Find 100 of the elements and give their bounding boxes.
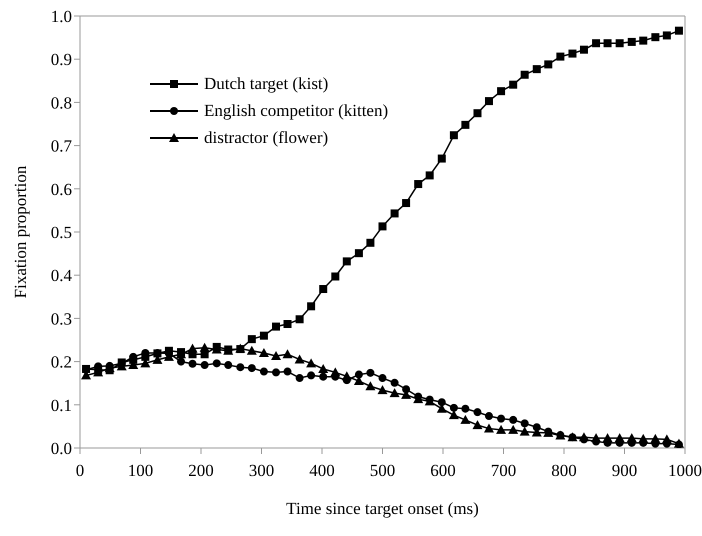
- point: [438, 398, 446, 406]
- point: [284, 320, 292, 328]
- point: [592, 39, 600, 48]
- y-tick-label: 0.3: [50, 309, 72, 328]
- x-tick-label: 100: [128, 461, 154, 480]
- point: [248, 335, 256, 344]
- point: [662, 31, 671, 40]
- point: [366, 368, 374, 377]
- point: [296, 315, 304, 324]
- point: [282, 349, 293, 358]
- point: [509, 416, 518, 424]
- point: [200, 342, 210, 352]
- point: [426, 171, 434, 180]
- point: [319, 285, 328, 294]
- point: [638, 434, 648, 443]
- point: [602, 433, 613, 442]
- point: [272, 368, 280, 376]
- point: [651, 33, 660, 42]
- point: [438, 154, 446, 163]
- point: [200, 361, 209, 370]
- point: [236, 363, 244, 372]
- point: [307, 302, 316, 310]
- legend-label: Dutch target (kist): [204, 74, 328, 94]
- point: [497, 87, 506, 96]
- y-tick-label: 0.0: [50, 439, 72, 458]
- point: [448, 410, 459, 420]
- x-tick-label: 900: [612, 461, 638, 480]
- point: [450, 131, 458, 140]
- point: [496, 424, 506, 434]
- x-tick-label: 1000: [668, 461, 702, 480]
- point: [473, 408, 482, 416]
- point: [520, 426, 530, 436]
- point: [248, 364, 256, 372]
- y-tick-label: 0.8: [50, 93, 72, 112]
- point: [318, 364, 328, 373]
- point: [508, 424, 518, 434]
- point: [544, 60, 552, 68]
- point: [472, 420, 482, 430]
- point: [307, 371, 316, 380]
- point: [342, 371, 352, 380]
- point: [354, 249, 363, 258]
- legend-label: English competitor (kitten): [204, 100, 388, 120]
- y-axis-title: Fixation proportion: [11, 165, 30, 298]
- y-tick-label: 0.6: [50, 180, 72, 199]
- point: [484, 412, 493, 420]
- point: [639, 36, 648, 45]
- y-tick-label: 0.5: [50, 223, 72, 242]
- x-tick-label: 800: [551, 461, 577, 480]
- point: [461, 120, 470, 129]
- x-tick-label: 300: [248, 461, 274, 480]
- x-tick-label: 500: [370, 461, 396, 480]
- point: [294, 354, 305, 364]
- point: [390, 378, 399, 387]
- point: [662, 434, 672, 444]
- point: [578, 432, 589, 442]
- point: [212, 359, 221, 368]
- point: [509, 80, 518, 89]
- point: [224, 361, 232, 370]
- point: [674, 26, 683, 35]
- point: [188, 360, 197, 368]
- point: [271, 350, 282, 360]
- y-tick-label: 1.0: [50, 7, 72, 26]
- point: [568, 50, 576, 58]
- point: [331, 272, 340, 280]
- x-axis-title: Time since target onset (ms): [286, 499, 479, 518]
- x-tick-label: 200: [188, 461, 214, 480]
- point: [520, 419, 529, 428]
- point: [354, 370, 363, 379]
- point: [473, 109, 482, 118]
- point: [319, 372, 328, 381]
- x-tick-label: 0: [76, 461, 84, 480]
- point: [188, 344, 198, 353]
- point: [330, 367, 340, 376]
- point: [450, 404, 458, 412]
- point: [177, 358, 186, 366]
- point: [556, 52, 564, 61]
- point: [650, 434, 660, 443]
- x-tick-label: 400: [309, 461, 335, 480]
- x-tick-label: 600: [430, 461, 456, 480]
- point: [414, 180, 422, 188]
- point: [390, 209, 399, 218]
- point: [342, 257, 351, 266]
- point: [604, 39, 612, 48]
- point: [460, 414, 470, 424]
- point: [260, 368, 268, 376]
- point: [628, 38, 636, 46]
- x-tick-label: 700: [490, 461, 516, 480]
- point: [378, 222, 386, 230]
- point: [484, 97, 493, 106]
- point: [378, 374, 386, 382]
- point: [626, 433, 637, 442]
- y-tick-label: 0.2: [50, 352, 72, 372]
- point: [378, 385, 388, 394]
- point: [390, 388, 400, 398]
- y-tick-label: 0.4: [50, 266, 72, 286]
- point: [461, 404, 470, 413]
- point: [284, 368, 292, 376]
- point: [402, 199, 410, 208]
- point: [591, 433, 602, 442]
- y-tick-label: 0.9: [50, 50, 72, 70]
